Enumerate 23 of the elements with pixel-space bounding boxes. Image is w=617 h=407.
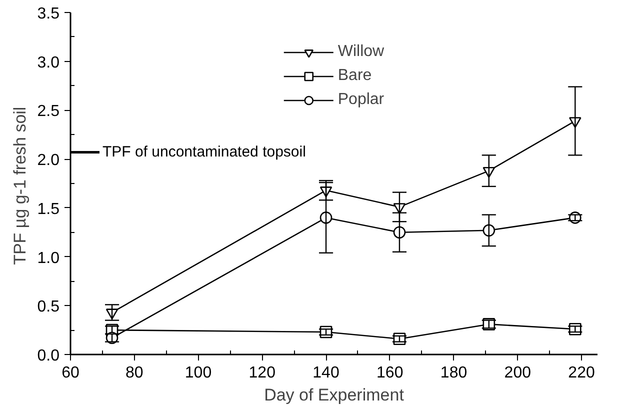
legend-label: Poplar bbox=[338, 91, 384, 109]
x-tick-label: 180 bbox=[440, 364, 468, 382]
x-tick-label: 120 bbox=[248, 364, 276, 382]
y-tick-label: 0.5 bbox=[37, 298, 60, 316]
ref-line-label: TPF of uncontaminated topsoil bbox=[102, 144, 306, 161]
legend-label: Willow bbox=[338, 43, 384, 61]
x-tick-label: 140 bbox=[312, 364, 340, 382]
x-tick-label: 200 bbox=[504, 364, 532, 382]
y-tick-label: 1.0 bbox=[37, 250, 60, 267]
x-tick-label: 100 bbox=[184, 364, 212, 382]
x-axis-title: Day of Experiment bbox=[264, 386, 404, 404]
y-axis-title: TPF µg g-1 fresh soil bbox=[10, 106, 30, 265]
y-tick-label: 2.5 bbox=[37, 103, 60, 120]
y-tick-label: 1.5 bbox=[37, 200, 60, 218]
legend-label: Bare bbox=[338, 67, 372, 85]
x-tick-label: 160 bbox=[376, 364, 404, 382]
x-tick-label: 60 bbox=[62, 364, 80, 382]
y-tick-label: 2.0 bbox=[37, 152, 60, 170]
y-tick-label: 0.0 bbox=[37, 348, 60, 364]
y-tick-label: 3.5 bbox=[37, 6, 60, 22]
x-tick-label: 80 bbox=[125, 364, 144, 382]
x-tick-label: 220 bbox=[568, 364, 595, 382]
y-tick-label: 3.0 bbox=[37, 54, 60, 72]
